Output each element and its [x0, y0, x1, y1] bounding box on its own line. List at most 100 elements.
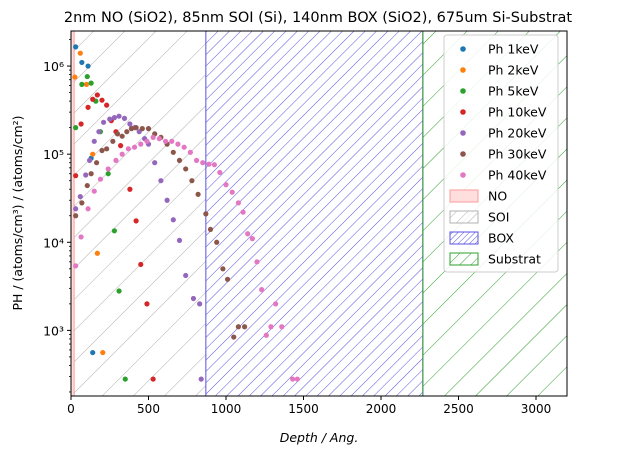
data-point — [73, 44, 79, 50]
data-point — [235, 200, 241, 206]
legend-entry-label: Ph 5keV — [488, 84, 539, 99]
data-point — [214, 239, 220, 245]
data-point — [198, 376, 204, 382]
data-point — [164, 197, 170, 203]
data-point — [273, 301, 279, 307]
data-point — [290, 376, 296, 382]
legend-swatch — [449, 252, 479, 266]
y-tick-label: 10³ — [43, 323, 64, 338]
data-point — [128, 126, 135, 132]
data-point — [169, 138, 175, 144]
data-point — [83, 81, 90, 87]
data-point — [138, 141, 144, 147]
data-point — [187, 149, 193, 155]
data-point — [73, 213, 79, 219]
data-point — [78, 121, 84, 127]
data-point — [294, 376, 300, 382]
y-axis-ticks: 10³ 10⁴ 10⁵ 10⁶ — [43, 39, 71, 393]
data-point — [242, 324, 248, 330]
data-point — [200, 160, 206, 166]
legend-entry-label: NO — [488, 189, 507, 204]
data-point — [150, 376, 156, 382]
data-point — [91, 138, 97, 144]
data-point — [118, 143, 124, 149]
data-point — [93, 160, 100, 166]
data-point — [119, 133, 125, 139]
y-axis-label: PH / (atoms/cm³) / (atoms/cm²) — [10, 115, 25, 310]
data-point — [139, 126, 145, 132]
data-point — [183, 272, 189, 279]
legend-entry-label: SOI — [488, 210, 509, 225]
x-axis-label: Depth / Ang. — [280, 430, 359, 445]
data-point — [193, 157, 200, 163]
data-point — [122, 376, 128, 382]
x-tick-label: 3000 — [521, 402, 552, 416]
data-point — [78, 234, 84, 240]
data-point — [133, 218, 139, 224]
data-point — [107, 116, 113, 122]
data-point — [110, 138, 116, 144]
data-point — [94, 92, 100, 98]
data-point — [100, 349, 106, 356]
data-point — [85, 104, 91, 110]
x-axis-ticks: 0 500 1000 1500 2000 2500 3000 — [67, 396, 551, 416]
series-ph-40kev — [73, 134, 300, 382]
data-point — [175, 141, 181, 147]
data-point — [268, 324, 274, 330]
data-point — [73, 125, 79, 131]
legend-marker — [460, 151, 466, 157]
data-point — [206, 161, 212, 167]
data-point — [111, 115, 117, 121]
legend-swatch — [449, 189, 479, 203]
x-tick-label: 2000 — [366, 402, 397, 416]
data-point — [217, 169, 223, 176]
legend-entry-label: Ph 2keV — [488, 63, 539, 78]
data-point — [73, 173, 79, 179]
data-point — [170, 149, 176, 155]
data-point — [100, 119, 107, 125]
layer-region-box — [205, 31, 424, 396]
legend-swatch — [449, 210, 479, 224]
data-point — [73, 263, 79, 269]
data-point — [77, 50, 83, 56]
legend-marker — [460, 67, 466, 73]
legend-entry-label: BOX — [488, 231, 514, 246]
data-point — [235, 324, 241, 330]
legend-entry-label: Ph 30keV — [488, 147, 547, 162]
data-point — [259, 287, 265, 293]
data-point — [195, 191, 201, 197]
data-point — [144, 138, 150, 144]
data-point — [152, 160, 158, 166]
data-point — [83, 172, 89, 178]
data-point — [223, 182, 229, 188]
series-ph-2kev — [72, 50, 106, 356]
data-point — [176, 237, 183, 244]
data-point — [156, 136, 162, 142]
legend-entry-label: Ph 10keV — [488, 105, 547, 120]
series-ph-1kev — [73, 44, 96, 356]
legend-swatch — [449, 231, 479, 245]
legend-entry-label: Ph 1keV — [488, 42, 539, 57]
data-point — [96, 129, 102, 135]
data-point — [104, 146, 110, 152]
data-point — [240, 209, 246, 215]
legend-marker — [460, 109, 466, 115]
data-point — [197, 301, 203, 307]
data-point — [113, 157, 119, 163]
data-point — [94, 250, 100, 256]
data-point — [203, 211, 209, 217]
data-point — [72, 74, 78, 80]
data-point — [138, 261, 144, 268]
data-point — [229, 189, 235, 195]
data-point — [104, 102, 110, 108]
legend-marker — [460, 46, 466, 52]
x-tick-label: 0 — [67, 402, 75, 416]
data-point — [73, 206, 79, 212]
data-point — [181, 144, 187, 150]
data-point — [87, 157, 93, 163]
data-point — [114, 131, 121, 137]
data-point — [145, 126, 152, 132]
data-point — [224, 276, 231, 282]
data-point — [119, 151, 125, 157]
